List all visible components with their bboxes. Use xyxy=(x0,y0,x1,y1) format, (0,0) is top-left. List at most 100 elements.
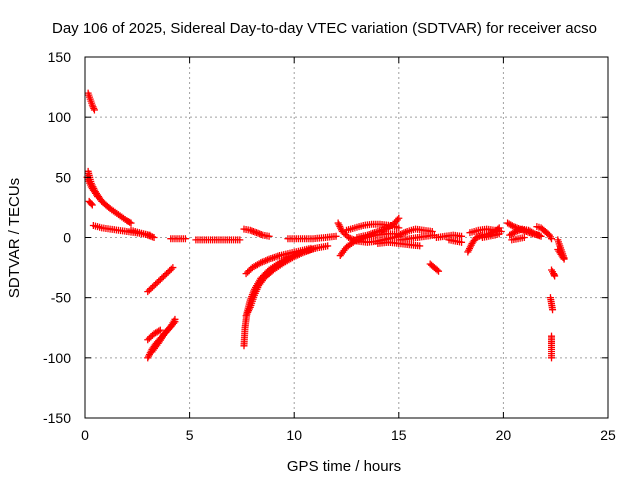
x-tick-label: 20 xyxy=(496,427,512,443)
data-point xyxy=(398,230,406,238)
series-seg-17 xyxy=(284,232,340,243)
x-tick-label: 0 xyxy=(81,427,89,443)
data-point xyxy=(265,232,273,240)
x-tick-label: 15 xyxy=(391,427,407,443)
data-point xyxy=(171,315,179,323)
data-point xyxy=(144,336,152,344)
series-seg-16 xyxy=(242,244,315,278)
series-seg-15 xyxy=(242,244,319,320)
data-point xyxy=(458,238,466,246)
data-point xyxy=(90,106,98,114)
data-point xyxy=(548,235,556,243)
series-seg-02 xyxy=(84,167,135,227)
series-seg-37 xyxy=(548,332,556,362)
y-axis-label: SDTVAR / TECUs xyxy=(6,178,23,298)
series-seg-09 xyxy=(148,315,179,356)
data-point xyxy=(145,334,153,342)
data-point xyxy=(150,234,158,241)
data-point xyxy=(395,231,403,239)
series-seg-36 xyxy=(546,294,557,314)
data-point xyxy=(148,283,156,291)
data-point xyxy=(559,254,567,262)
data-point xyxy=(393,216,401,224)
data-point xyxy=(158,274,166,282)
data-point xyxy=(324,242,332,250)
data-point xyxy=(245,267,253,275)
data-point xyxy=(510,228,518,236)
series-seg-33 xyxy=(508,234,528,244)
data-point xyxy=(529,229,537,237)
data-point xyxy=(508,222,516,230)
data-point xyxy=(433,266,441,274)
series-seg-11 xyxy=(167,235,189,243)
series-seg-10 xyxy=(144,326,164,344)
data-point xyxy=(551,272,559,280)
data-point xyxy=(401,228,409,236)
data-point xyxy=(169,264,177,272)
series-seg-30 xyxy=(478,230,503,241)
chart-title: Day 106 of 2025, Sidereal Day-to-day VTE… xyxy=(52,20,597,37)
data-point xyxy=(458,232,466,240)
series-seg-26 xyxy=(432,231,466,241)
x-axis-label: GPS time / hours xyxy=(287,458,401,475)
series-seg-24 xyxy=(374,238,424,250)
data-point xyxy=(181,235,189,243)
data-point xyxy=(89,103,97,111)
data-point xyxy=(93,191,101,199)
data-point xyxy=(495,230,503,238)
data-point xyxy=(257,259,265,267)
series-seg-27 xyxy=(445,236,466,246)
x-tick-label: 25 xyxy=(600,427,616,443)
series-seg-01 xyxy=(84,89,98,114)
data-point xyxy=(155,327,163,335)
data-point xyxy=(161,271,169,279)
data-point xyxy=(520,234,528,241)
data-point xyxy=(145,286,153,294)
data-points xyxy=(83,89,568,362)
y-tick-label: 150 xyxy=(48,49,72,65)
data-point xyxy=(537,232,545,240)
data-point xyxy=(88,201,96,209)
series-seg-04 xyxy=(85,197,96,209)
y-tick-label: -150 xyxy=(43,410,71,426)
data-point xyxy=(156,276,164,284)
data-point xyxy=(263,256,271,264)
data-point xyxy=(341,230,349,238)
data-point xyxy=(395,214,403,222)
series-seg-39 xyxy=(554,246,568,263)
data-point xyxy=(338,227,346,235)
data-point xyxy=(144,288,152,296)
data-point xyxy=(260,257,268,265)
data-point xyxy=(155,277,163,285)
axis-ticks: 0 5 10 15 20 25 -150 -100 -50 0 50 100 150 xyxy=(43,49,616,443)
series-seg-35 xyxy=(548,266,559,280)
data-point xyxy=(242,270,250,278)
data-point xyxy=(549,306,557,314)
data-point xyxy=(435,267,443,275)
series-seg-34 xyxy=(533,223,556,243)
x-tick-label: 5 xyxy=(186,427,194,443)
y-tick-label: -50 xyxy=(51,290,71,306)
data-point xyxy=(548,354,556,362)
series-seg-25 xyxy=(426,260,443,275)
data-point xyxy=(560,255,568,263)
data-point xyxy=(346,234,354,242)
data-point xyxy=(87,200,95,208)
y-tick-label: 100 xyxy=(48,109,72,125)
data-point xyxy=(395,224,403,232)
y-tick-label: -100 xyxy=(43,350,71,366)
series-seg-12 xyxy=(192,236,244,244)
data-point xyxy=(147,333,155,341)
data-point xyxy=(166,267,174,275)
data-point xyxy=(147,285,155,293)
data-point xyxy=(332,232,340,240)
series-seg-06 xyxy=(127,226,158,241)
series-seg-32 xyxy=(506,225,545,240)
data-point xyxy=(153,279,161,287)
data-point xyxy=(345,234,353,241)
data-point xyxy=(127,219,135,227)
data-point xyxy=(94,193,102,201)
data-point xyxy=(163,270,171,278)
data-point xyxy=(152,280,160,288)
series-seg-23 xyxy=(397,231,438,244)
